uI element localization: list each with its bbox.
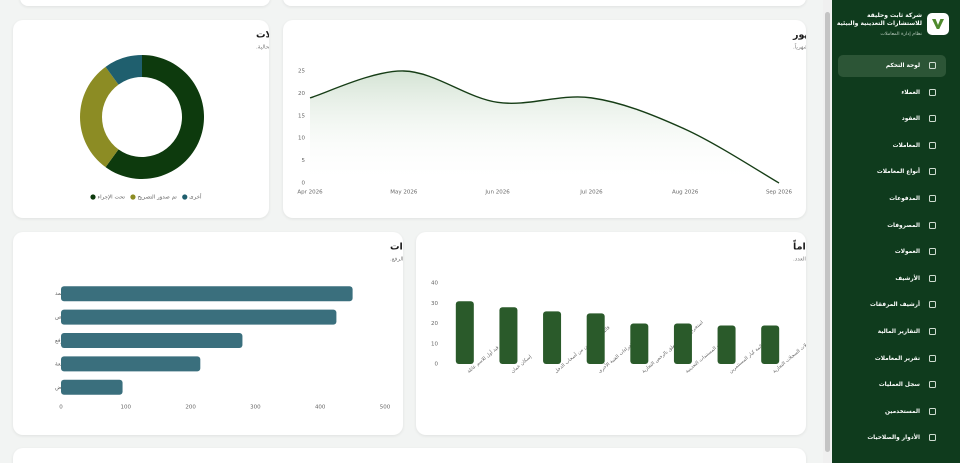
chart-subtitle: توزيع المستندات حسب حالة المراجعة والرفع…	[390, 257, 403, 263]
bar	[61, 379, 123, 395]
chart-title: حالة المستندات	[390, 242, 403, 253]
card: حالة المستندات توزيع المستندات حسب حالة ا…	[13, 232, 403, 435]
y-tick-label: 15	[298, 113, 305, 119]
bar	[543, 311, 562, 364]
bar	[630, 323, 649, 364]
menu-item[interactable]: المستخدمين	[838, 401, 946, 423]
pie-segment	[105, 55, 205, 180]
company-name: شركة ثابت وحليقة للاستشارات التعدينية وا…	[836, 12, 922, 27]
menu-item[interactable]: أنواع المعاملات	[838, 161, 946, 183]
bar	[61, 286, 353, 302]
x-tick-label: May 2026	[390, 190, 418, 196]
y-tick-label: 20	[431, 321, 438, 327]
bar	[717, 325, 736, 364]
x-tick-label: 500	[380, 405, 391, 411]
menu-item[interactable]: العقود	[838, 108, 946, 130]
x-tick-label: Jul 2026	[579, 190, 603, 196]
y-tick-label: 10	[431, 341, 438, 347]
menu-item[interactable]: أرشيف المرفقات	[838, 294, 946, 316]
menu-item[interactable]: المدفوعات	[838, 188, 946, 210]
logo	[927, 13, 949, 35]
x-tick-label: Aug 2026	[672, 190, 699, 196]
card-partial	[13, 448, 806, 463]
bar	[761, 325, 780, 364]
menu-item[interactable]: الأرشيف	[838, 268, 946, 290]
x-tick-label: 100	[121, 405, 132, 411]
y-tick-label: 25	[298, 69, 305, 75]
y-tick-label: 20	[298, 91, 305, 97]
card: توزيع الحالات نسبة المعاملات حسب الحالة ا…	[13, 20, 269, 218]
menu: لوحة التحكم العملاء العقود المعاملات أنواع ا…	[838, 55, 946, 454]
legend-label: أخرى	[189, 193, 202, 201]
scrollbar[interactable]	[823, 0, 831, 463]
menu-item[interactable]: التقارير المالية	[838, 321, 946, 343]
menu-item[interactable]: العملاء	[838, 82, 946, 104]
chart: توزيع الحالات نسبة المعاملات حسب الحالة ا…	[79, 30, 269, 201]
bar	[455, 301, 474, 364]
bar	[61, 356, 201, 372]
chart-title: أنواع المعاملات الأكثر استخداماً	[793, 239, 806, 252]
bar	[61, 333, 243, 348]
legend-label: تحت الإجراء	[98, 195, 126, 201]
y-tick-label: 40	[431, 281, 438, 287]
sidebar: شركة ثابت وحليقة للاستشارات التعدينية وا…	[832, 0, 960, 463]
legend-swatch	[182, 194, 188, 200]
menu-item[interactable]: سجل العمليات	[838, 374, 946, 396]
menu-item[interactable]: لوحة التحكم	[838, 55, 946, 77]
x-tick-label: 300	[250, 405, 261, 411]
x-tick-label: Jun 2026	[484, 190, 510, 196]
card: أنواع المعاملات الأكثر استخداماً أعلى أنو…	[416, 232, 806, 435]
scroll-thumb[interactable]	[824, 12, 830, 452]
bar	[673, 323, 692, 364]
x-tick-label: Apr 2026	[297, 190, 323, 196]
menu-item[interactable]: تقرير المعاملات	[838, 348, 946, 370]
y-tick-label: 5	[302, 158, 306, 164]
chart: أنواع المعاملات الأكثر استخداماً أعلى أنو…	[431, 239, 806, 374]
system-name: نظام إدارة المعاملات	[880, 32, 922, 37]
pie-segment	[105, 55, 142, 85]
line	[309, 70, 780, 184]
legend-swatch	[90, 194, 96, 200]
legend-label: تم صدور التصريح	[137, 195, 177, 201]
pie-segment	[79, 66, 119, 168]
chart-subtitle: متابعة حركة إنشاء المعاملات شهرياً.	[793, 42, 806, 50]
x-tick-label: 0	[59, 405, 63, 411]
y-tick-label: 30	[431, 301, 438, 307]
y-tick-label: 10	[298, 136, 305, 142]
menu-item[interactable]: المصروفات	[838, 215, 946, 237]
card-partial	[283, 0, 806, 6]
card-partial	[20, 0, 270, 6]
menu-item[interactable]: المعاملات	[838, 135, 946, 157]
bar	[499, 307, 518, 364]
chart-subtitle: نسبة المعاملات حسب الحالة الحالية.	[256, 45, 269, 51]
menu-item[interactable]: الأدوار والصلاحيات	[838, 427, 946, 449]
y-tick-label: 0	[302, 181, 306, 187]
chart-title: توزيع الحالات	[256, 30, 269, 41]
chart: حالة المستندات توزيع المستندات حسب حالة ا…	[55, 242, 403, 411]
y-tick-label: 0	[435, 362, 439, 368]
legend-swatch	[130, 194, 136, 200]
bar	[61, 309, 337, 325]
menu-item[interactable]: العمولات	[838, 241, 946, 263]
chart-subtitle: أعلى أنواع المعاملات من حيث العدد.	[793, 255, 806, 263]
line-area	[310, 70, 779, 183]
bar	[586, 313, 605, 364]
x-tick-label: 400	[315, 405, 326, 411]
x-tick-label: 200	[185, 405, 196, 411]
x-tick-label: Sep 2026	[766, 190, 793, 196]
